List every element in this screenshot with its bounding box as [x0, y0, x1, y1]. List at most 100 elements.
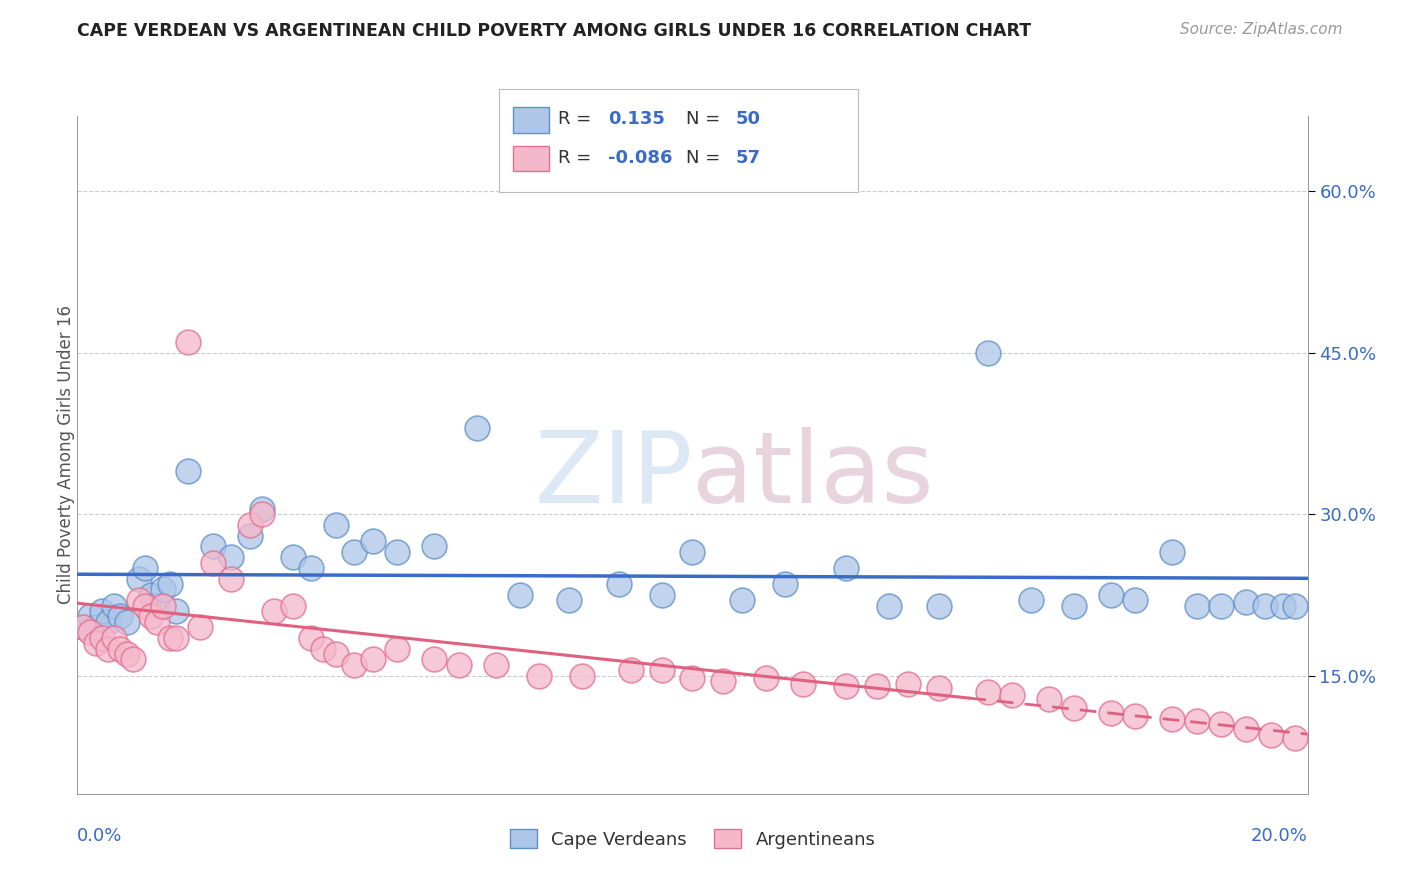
Point [159, 577, 181, 591]
Point [115, 615, 138, 629]
Point [423, 652, 446, 666]
Point [773, 577, 796, 591]
Point [121, 652, 143, 666]
Point [201, 540, 224, 554]
Point [1284, 599, 1306, 613]
Point [711, 673, 734, 688]
Point [201, 556, 224, 570]
Point [1234, 595, 1257, 609]
Point [103, 631, 125, 645]
Point [385, 545, 409, 559]
Point [281, 599, 304, 613]
Point [90, 604, 114, 618]
Point [152, 582, 174, 597]
Point [97, 615, 120, 629]
Point [1253, 599, 1275, 613]
Legend: Cape Verdeans, Argentineans: Cape Verdeans, Argentineans [502, 822, 883, 856]
Point [1161, 712, 1184, 726]
Point [84, 620, 107, 634]
Point [385, 641, 409, 656]
Y-axis label: Child Poverty Among Girls Under 16: Child Poverty Among Girls Under 16 [58, 305, 75, 605]
Point [977, 345, 1000, 359]
Point [141, 588, 163, 602]
Point [263, 604, 285, 618]
Text: N =: N = [686, 111, 720, 128]
Text: Source: ZipAtlas.com: Source: ZipAtlas.com [1180, 22, 1343, 37]
Text: 57: 57 [735, 149, 761, 167]
Point [447, 657, 470, 672]
Point [146, 599, 169, 613]
Point [343, 657, 366, 672]
Text: 20.0%: 20.0% [1251, 827, 1308, 845]
Point [152, 599, 174, 613]
Point [115, 647, 138, 661]
Point [879, 599, 901, 613]
Point [72, 620, 94, 634]
Point [325, 517, 347, 532]
Point [1038, 692, 1060, 706]
Point [110, 609, 132, 624]
Point [682, 545, 704, 559]
Point [620, 663, 643, 677]
Point [509, 588, 531, 602]
Point [110, 641, 132, 656]
Point [219, 550, 242, 565]
Point [361, 652, 384, 666]
Point [239, 528, 262, 542]
Point [1125, 593, 1147, 607]
Point [250, 507, 273, 521]
Point [1019, 593, 1042, 607]
Point [97, 641, 120, 656]
Point [1211, 717, 1233, 731]
Point [219, 572, 242, 586]
Point [343, 545, 366, 559]
Point [103, 599, 125, 613]
Point [1185, 714, 1208, 728]
Point [1284, 731, 1306, 745]
Point [607, 577, 630, 591]
Point [651, 588, 673, 602]
Point [1063, 700, 1085, 714]
Point [423, 540, 446, 554]
Point [1272, 599, 1295, 613]
Point [1234, 723, 1257, 737]
Point [682, 671, 704, 685]
Text: N =: N = [686, 149, 720, 167]
Point [239, 517, 262, 532]
Point [1099, 588, 1122, 602]
Point [325, 647, 347, 661]
Point [250, 501, 273, 516]
Text: -0.086: -0.086 [609, 149, 673, 167]
Point [299, 561, 322, 575]
Point [177, 464, 200, 478]
Point [571, 668, 593, 682]
Point [792, 677, 814, 691]
Point [128, 593, 150, 607]
Point [134, 599, 156, 613]
Point [1211, 599, 1233, 613]
Point [79, 625, 101, 640]
Point [146, 615, 169, 629]
Point [165, 631, 187, 645]
Point [731, 593, 754, 607]
FancyBboxPatch shape [513, 107, 550, 133]
Text: ZIP: ZIP [534, 426, 693, 524]
Text: CAPE VERDEAN VS ARGENTINEAN CHILD POVERTY AMONG GIRLS UNDER 16 CORRELATION CHART: CAPE VERDEAN VS ARGENTINEAN CHILD POVERT… [77, 22, 1032, 40]
Point [90, 631, 114, 645]
Text: R =: R = [558, 111, 592, 128]
Point [177, 334, 200, 349]
Point [977, 684, 1000, 698]
Point [141, 609, 163, 624]
Point [72, 620, 94, 634]
Point [835, 679, 858, 693]
Point [835, 561, 858, 575]
Point [866, 679, 889, 693]
Point [128, 572, 150, 586]
Point [134, 561, 156, 575]
Point [312, 641, 335, 656]
Point [361, 534, 384, 549]
Point [1260, 728, 1282, 742]
Text: 0.135: 0.135 [609, 111, 665, 128]
Point [79, 609, 101, 624]
Point [299, 631, 322, 645]
